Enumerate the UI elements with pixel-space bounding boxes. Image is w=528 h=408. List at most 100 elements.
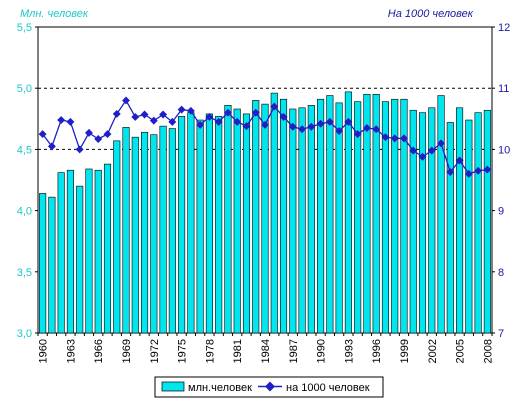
bar <box>215 116 223 334</box>
line-point <box>446 168 455 177</box>
line-point <box>437 139 446 148</box>
bar <box>57 172 65 334</box>
line-point <box>159 110 168 119</box>
bar <box>418 112 427 334</box>
bar <box>85 168 93 334</box>
bar <box>122 127 130 334</box>
bar <box>363 94 371 334</box>
right-axis-ticks: 7 8 9 10 11 12 <box>492 22 510 340</box>
bar <box>103 163 112 334</box>
line-point <box>483 165 492 174</box>
line-point <box>427 146 436 155</box>
bar <box>279 98 288 334</box>
bar <box>372 94 380 334</box>
line-point <box>335 127 344 135</box>
line-point <box>122 96 130 105</box>
left-axis-title: Млн. человек <box>20 8 89 20</box>
x-tick-label: 1999 <box>399 339 411 363</box>
left-tick-label: 3,0 <box>17 328 32 340</box>
line-point <box>66 117 75 126</box>
line-point <box>400 134 408 143</box>
x-tick-label: 2005 <box>455 339 467 363</box>
x-tick-label: 1981 <box>232 339 244 363</box>
bar <box>446 122 454 334</box>
x-tick-label: 1996 <box>371 339 383 363</box>
bar <box>66 169 74 334</box>
bar <box>465 119 473 334</box>
x-tick-label: 1963 <box>65 339 77 363</box>
line-point <box>390 134 399 143</box>
bar <box>141 131 149 334</box>
right-tick-label: 9 <box>498 206 504 218</box>
x-tick-label: 1972 <box>149 339 161 363</box>
line-point <box>455 156 464 165</box>
bar <box>483 109 491 334</box>
x-tick-label: 1969 <box>121 339 133 363</box>
x-tick-label: 2008 <box>482 339 494 363</box>
bar <box>335 102 343 334</box>
bar <box>326 95 334 334</box>
x-tick-label: 1960 <box>38 339 50 363</box>
line-point <box>196 120 205 129</box>
bar <box>428 107 436 334</box>
bar <box>168 128 176 334</box>
left-tick-label: 5,0 <box>17 83 32 95</box>
bar-series <box>39 91 491 334</box>
bar <box>289 108 297 334</box>
x-tick-label: 1975 <box>177 339 189 363</box>
right-tick-label: 7 <box>498 328 504 340</box>
bar <box>344 91 352 334</box>
bar <box>252 100 260 334</box>
x-tick-label: 1978 <box>204 339 216 363</box>
left-tick-label: 4,5 <box>17 144 32 156</box>
bar <box>391 98 399 334</box>
bar <box>474 112 482 334</box>
bar <box>400 98 408 334</box>
bar <box>437 95 445 334</box>
left-axis-ticks: 3,0 3,5 4,0 4,5 5,0 5,5 <box>17 22 38 340</box>
line-point <box>464 169 473 178</box>
x-tick-label: 1990 <box>316 339 328 363</box>
left-tick-label: 4,0 <box>17 206 32 218</box>
bar <box>178 116 186 334</box>
bar <box>187 112 195 334</box>
bar <box>94 169 102 334</box>
bar <box>196 119 204 334</box>
bar <box>354 101 362 334</box>
bar <box>39 193 47 334</box>
x-tick-label: 1966 <box>93 339 105 363</box>
bar <box>409 109 417 334</box>
bar <box>150 134 158 334</box>
x-axis-ticks: 1960 1963 1966 1969 1972 1975 1978 1981 1984 1987… <box>37 333 494 363</box>
bar <box>76 185 84 334</box>
line-point <box>103 130 112 139</box>
bar <box>242 113 251 334</box>
line-point <box>140 110 149 119</box>
bar <box>298 107 306 334</box>
bar <box>307 105 315 334</box>
bar <box>48 196 56 334</box>
bar <box>261 103 269 334</box>
x-tick-label: 2002 <box>427 339 439 363</box>
right-tick-label: 8 <box>498 267 504 279</box>
bar <box>233 108 241 334</box>
line-point <box>131 113 140 121</box>
right-axis-title: На 1000 человек <box>388 8 474 20</box>
legend-swatch-marker <box>265 381 275 392</box>
left-tick-label: 5,5 <box>17 22 32 34</box>
bar <box>224 105 232 334</box>
bar <box>381 101 389 334</box>
bar <box>205 113 213 334</box>
x-tick-label: 1987 <box>288 339 300 363</box>
right-tick-label: 11 <box>498 83 509 95</box>
line-point <box>75 145 84 154</box>
bar <box>317 98 325 334</box>
bar <box>456 107 464 334</box>
right-tick-label: 12 <box>498 22 510 34</box>
line-point <box>205 113 214 121</box>
line-point <box>47 142 56 151</box>
bar <box>270 92 278 334</box>
left-tick-label: 3,5 <box>17 267 32 279</box>
line-point <box>353 130 362 139</box>
